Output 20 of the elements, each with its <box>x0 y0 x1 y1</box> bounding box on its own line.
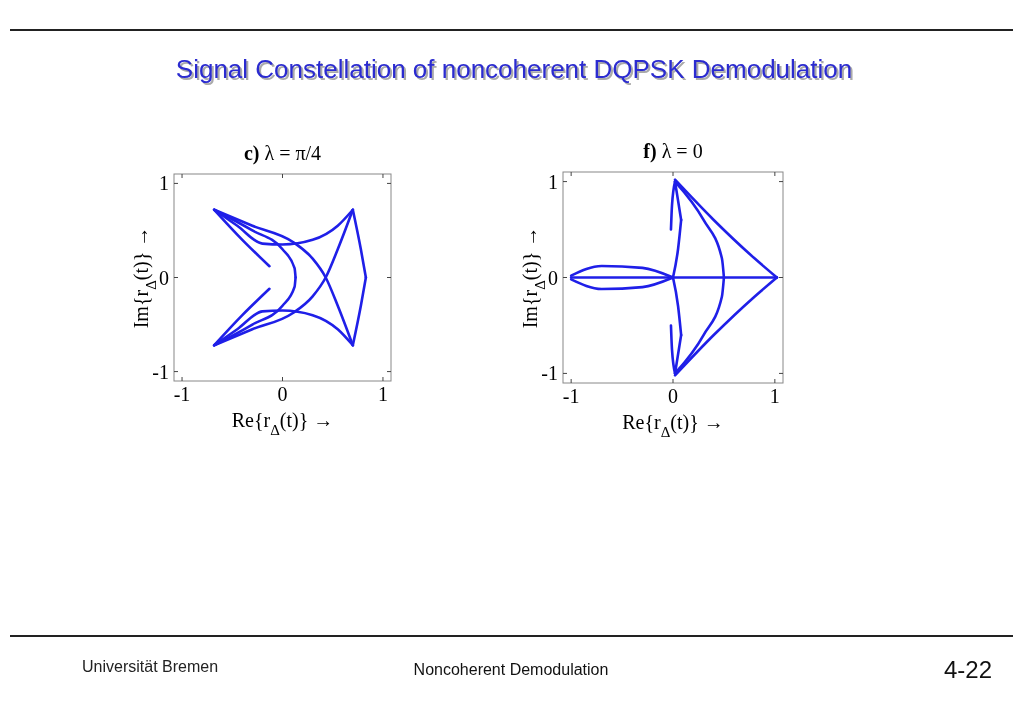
chart-title: f) λ = 0 <box>643 140 703 163</box>
chart-title: c) λ = π/4 <box>243 142 322 165</box>
x-tick-label: 1 <box>377 383 388 405</box>
x-tick-label: 0 <box>668 385 678 407</box>
x-tick-label: 0 <box>277 383 288 405</box>
y-tick-label: -1 <box>152 360 169 383</box>
y-tick-label: 0 <box>159 266 169 289</box>
x-axis-title: Re{r$_{Δ}$(t)} → <box>231 409 334 438</box>
text: Signal Constellation of noncoherent DQPSK Demodulation <box>177 56 855 86</box>
y-tick-label: 1 <box>548 170 558 193</box>
text: 4-22 <box>943 656 992 683</box>
x-tick-label: -1 <box>173 383 191 405</box>
text: Noncoherent Demodulation <box>413 661 609 678</box>
text: Universität Bremen <box>82 658 219 675</box>
y-tick-label: 0 <box>548 266 558 289</box>
x-tick-label: -1 <box>562 385 580 407</box>
y-tick-label: 1 <box>159 172 169 195</box>
x-axis-title: Re{r$_{Δ}$(t)} → <box>622 411 724 440</box>
y-tick-label: -1 <box>541 362 558 385</box>
x-tick-label: 1 <box>769 385 780 407</box>
